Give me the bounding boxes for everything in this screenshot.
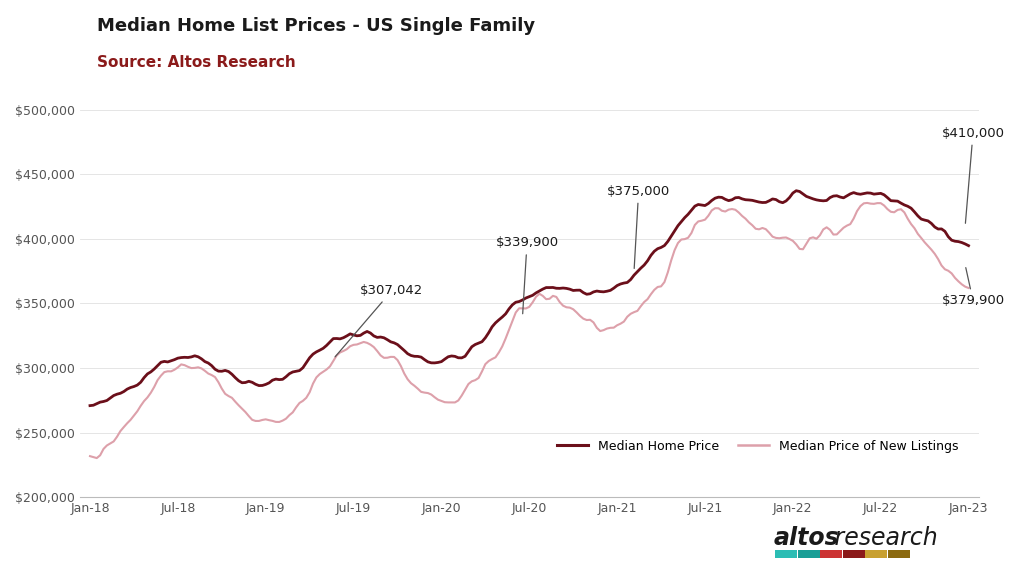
Text: research: research <box>827 526 938 550</box>
Text: $379,900: $379,900 <box>941 268 1005 308</box>
Text: $307,042: $307,042 <box>335 284 424 357</box>
Text: altos: altos <box>773 526 839 550</box>
Legend: Median Home Price, Median Price of New Listings: Median Home Price, Median Price of New L… <box>552 435 964 458</box>
Text: Median Home List Prices - US Single Family: Median Home List Prices - US Single Fami… <box>97 17 536 35</box>
Text: $339,900: $339,900 <box>496 236 559 314</box>
Text: Source: Altos Research: Source: Altos Research <box>97 55 296 70</box>
Text: $410,000: $410,000 <box>941 127 1005 223</box>
Text: $375,000: $375,000 <box>607 185 671 268</box>
